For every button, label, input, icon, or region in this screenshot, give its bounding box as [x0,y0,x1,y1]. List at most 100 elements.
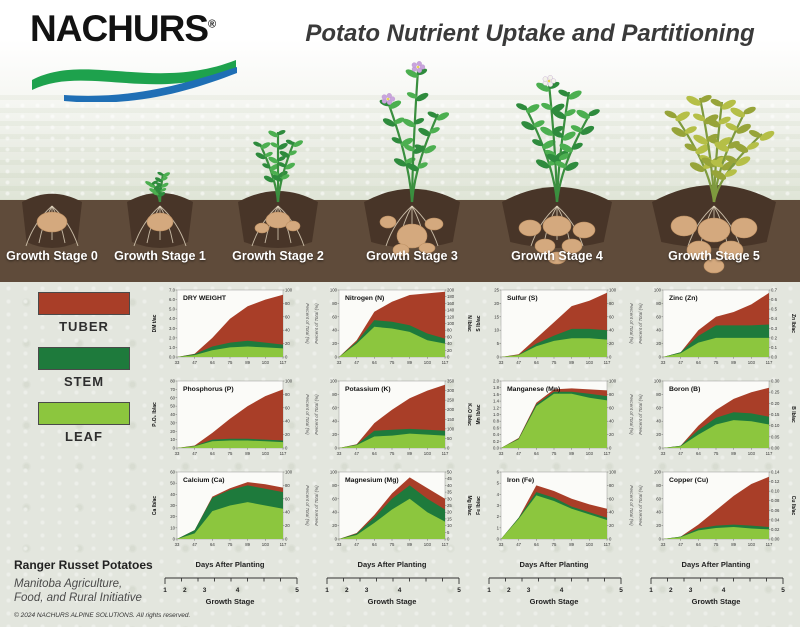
svg-text:20: 20 [656,341,661,346]
chart-nitrogen-n: Nitrogen (N) 0 20 40 60 80 100 120 140 160 180 200 0… [311,286,473,372]
svg-text:Days After Planting: Days After Planting [358,560,427,569]
svg-text:S lb/ac: S lb/ac [476,315,482,331]
svg-text:117: 117 [280,360,287,365]
stem-swatch [38,347,130,370]
svg-text:Growth Stage: Growth Stage [692,597,741,606]
svg-text:64: 64 [696,542,701,547]
svg-text:117: 117 [442,451,449,456]
svg-text:10: 10 [447,523,452,528]
svg-text:20: 20 [494,301,499,306]
svg-text:0.05: 0.05 [771,434,780,439]
legend: TUBER STEM LEAF [26,292,142,457]
svg-text:103: 103 [424,451,432,456]
svg-text:117: 117 [766,542,773,547]
svg-text:80: 80 [170,379,175,384]
svg-text:Sulfur (S): Sulfur (S) [507,295,538,302]
svg-text:15: 15 [494,314,499,319]
svg-text:40: 40 [609,510,614,515]
svg-text:1: 1 [649,587,653,594]
svg-text:2: 2 [497,514,500,519]
days-growth-stage-ruler-3: Days After Planting 1 2 3 4 5 Growth Stage [649,560,785,606]
svg-text:80: 80 [609,301,614,306]
svg-text:6: 6 [497,470,500,475]
svg-text:20: 20 [609,523,614,528]
svg-text:Manganese (Mn): Manganese (Mn) [507,386,560,393]
svg-text:60: 60 [447,334,452,339]
days-growth-stage-ruler-0: Days After Planting 1 2 3 4 5 Growth Stage [163,560,299,606]
svg-text:0.08: 0.08 [771,498,780,503]
svg-text:80: 80 [285,301,290,306]
svg-text:K₂O lb/ac: K₂O lb/ac [466,403,472,426]
svg-text:0.5: 0.5 [771,307,778,312]
svg-text:15: 15 [447,516,452,521]
svg-text:1.0: 1.0 [169,345,176,350]
chart-grid: DRY WEIGHT 0.0 1.0 2.0 3.0 4.0 5.0 6.0 7.0 0 20 40 6… [149,286,797,554]
svg-text:1.0: 1.0 [493,412,500,417]
svg-text:Percent of Total (%): Percent of Total (%) [305,303,310,344]
svg-text:0: 0 [335,446,338,451]
svg-text:64: 64 [696,451,701,456]
brand-name: NACHURS® [30,8,216,49]
svg-text:Days After Planting: Days After Planting [196,560,265,569]
svg-text:100: 100 [609,379,617,384]
growth-stages-illustration [0,61,800,282]
svg-text:Magnesium (Mg): Magnesium (Mg) [345,477,399,484]
svg-text:Boron (B): Boron (B) [669,386,700,393]
svg-text:103: 103 [586,451,594,456]
svg-text:0.30: 0.30 [771,379,780,384]
svg-text:10: 10 [170,437,175,442]
field-blossom-texture [0,100,800,200]
svg-text:89: 89 [569,542,574,547]
svg-text:3.0: 3.0 [169,326,176,331]
svg-text:50: 50 [447,470,452,475]
svg-text:0.4: 0.4 [771,316,778,321]
svg-text:60: 60 [170,395,175,400]
svg-text:103: 103 [586,360,594,365]
poster-title: Potato Nutrient Uptake and Partitioning [305,20,755,47]
svg-text:Potassium (K): Potassium (K) [345,386,391,393]
svg-text:45: 45 [447,476,452,481]
svg-text:64: 64 [534,360,539,365]
svg-text:Iron (Fe): Iron (Fe) [507,477,534,484]
svg-text:4: 4 [560,587,564,594]
chart-zinc-zn: Zinc (Zn) 0.0 0.1 0.2 0.3 0.4 0.5 0.6 0.7 0 20 40 60… [635,286,797,372]
svg-text:4.0: 4.0 [169,316,176,321]
svg-text:64: 64 [372,360,377,365]
svg-text:75: 75 [390,360,395,365]
svg-text:0: 0 [659,355,662,360]
svg-text:160: 160 [447,301,455,306]
svg-text:60: 60 [332,405,337,410]
svg-text:Percent of Total (%): Percent of Total (%) [629,485,634,526]
svg-text:64: 64 [372,542,377,547]
chart-copper-cu: Copper (Cu) 0.00 0.02 0.04 0.06 0.08 0.10 0.12 0… [635,468,797,554]
svg-text:89: 89 [245,451,250,456]
svg-text:89: 89 [407,360,412,365]
svg-text:1: 1 [497,525,500,530]
chart-sulfur-s: Sulfur (S) 0 5 10 15 20 25 0 20 40 60 80 100 33 47 64 75… [473,286,635,372]
svg-text:0.15: 0.15 [771,412,780,417]
svg-text:0.3: 0.3 [771,326,778,331]
days-growth-stage-ruler-2: Days After Planting 1 2 3 4 5 Growth Stage [487,560,623,606]
svg-text:80: 80 [447,328,452,333]
svg-text:117: 117 [766,451,773,456]
svg-text:20: 20 [285,432,290,437]
svg-text:0: 0 [497,537,500,542]
svg-text:0.0: 0.0 [493,446,500,451]
svg-text:3: 3 [497,503,500,508]
svg-text:40: 40 [609,328,614,333]
svg-text:33: 33 [337,542,342,547]
svg-text:20: 20 [332,523,337,528]
svg-text:200: 200 [447,407,455,412]
svg-text:100: 100 [654,288,662,293]
svg-text:Growth Stage: Growth Stage [530,597,579,606]
svg-text:Percent of Total (%): Percent of Total (%) [638,303,643,344]
svg-text:80: 80 [656,483,661,488]
chart-boron-b: Boron (B) 0.00 0.05 0.10 0.15 0.20 0.25 0.30 0 20… [635,377,797,463]
svg-text:100: 100 [654,379,662,384]
svg-text:75: 75 [390,542,395,547]
svg-text:33: 33 [337,360,342,365]
svg-text:50: 50 [170,404,175,409]
svg-text:40: 40 [656,419,661,424]
svg-text:120: 120 [447,314,455,319]
svg-text:1: 1 [163,587,167,594]
